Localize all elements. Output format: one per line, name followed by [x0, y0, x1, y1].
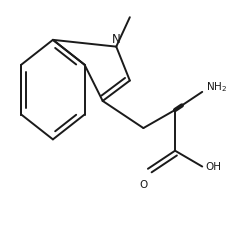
- Text: N: N: [112, 33, 121, 46]
- Text: O: O: [139, 180, 147, 190]
- Text: OH: OH: [206, 161, 222, 172]
- Text: NH$_2$: NH$_2$: [206, 80, 227, 94]
